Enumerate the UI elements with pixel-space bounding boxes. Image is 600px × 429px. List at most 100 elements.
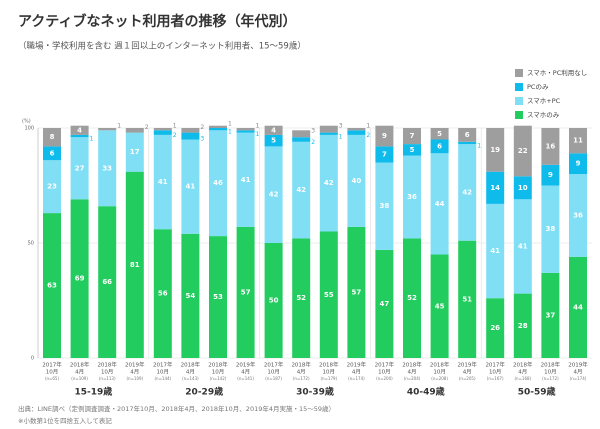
n-label: (n=167)	[487, 376, 504, 381]
bar-segment	[43, 146, 61, 161]
x-tick-label: 2018年	[208, 361, 228, 369]
value-label: 22	[518, 147, 528, 155]
value-label: 54	[186, 292, 196, 300]
bar-segment	[236, 130, 255, 133]
bar-segment	[513, 199, 532, 294]
value-label: 41	[490, 247, 500, 255]
x-tick-label: 2019年	[457, 361, 477, 369]
value-label: 57	[241, 288, 251, 296]
x-tick-label: 10月	[544, 369, 557, 376]
x-tick-label: 4月	[408, 369, 417, 376]
value-label: 1	[117, 123, 121, 130]
value-label: 1	[256, 131, 260, 138]
bar-segment	[43, 213, 61, 358]
bar-segment	[236, 128, 255, 131]
x-tick-label: 2018年	[513, 361, 533, 369]
bar-segment	[98, 128, 117, 131]
value-label: 9	[548, 171, 553, 179]
bar-segment	[43, 160, 61, 214]
bar-segment	[70, 125, 89, 135]
x-tick-label: 2017年	[375, 361, 395, 369]
bar-segment	[403, 238, 421, 358]
x-tick-label: 10月	[378, 369, 391, 376]
bar-segment	[541, 128, 560, 165]
n-label: (n=142)	[210, 376, 227, 381]
value-label: 57	[352, 288, 362, 296]
legend-swatch	[515, 97, 523, 105]
bar-segment	[264, 146, 283, 243]
y-tick-label: 50	[28, 241, 34, 247]
n-label: (n=187)	[265, 376, 282, 381]
value-label: 41	[158, 178, 168, 186]
x-tick-label: 4月	[518, 369, 527, 376]
y-tick-label: 100	[24, 126, 34, 132]
value-label: 5	[271, 137, 276, 145]
bar-segment	[319, 125, 338, 133]
bar-segment	[403, 155, 421, 239]
bar-segment	[403, 128, 421, 145]
x-tick-label: 2017年	[153, 361, 173, 369]
legend-label: スマホ+PC	[527, 97, 561, 105]
value-label: 4	[271, 126, 276, 134]
value-label: 42	[324, 179, 334, 187]
bar-segment	[458, 144, 477, 241]
value-label: 36	[573, 211, 583, 219]
value-label: 56	[158, 290, 168, 298]
legend-swatch	[515, 111, 523, 119]
legend-swatch	[515, 83, 523, 91]
x-tick-label: 10月	[46, 369, 59, 376]
bar-segment	[375, 249, 394, 358]
legend-label: PCのみ	[527, 83, 549, 91]
value-label: 9	[382, 132, 387, 140]
bar-segment	[486, 203, 505, 299]
x-tick-label: 10月	[101, 369, 114, 376]
value-label: 52	[407, 294, 417, 302]
value-label: 23	[47, 183, 57, 191]
bar-segment	[98, 206, 117, 358]
bar-segment	[319, 231, 338, 358]
value-label: 52	[296, 294, 306, 302]
x-tick-label: 2018年	[97, 361, 117, 369]
value-label: 3	[200, 136, 204, 143]
n-label: (n=208)	[431, 376, 448, 381]
bar-segment	[541, 185, 560, 273]
bar-segment	[209, 128, 227, 131]
n-label: (n=143)	[182, 376, 199, 381]
bar-segment	[430, 153, 449, 255]
x-tick-label: 4月	[352, 369, 361, 376]
value-label: 2	[366, 132, 370, 139]
bar-segment	[569, 256, 587, 358]
value-label: 6	[437, 142, 442, 150]
value-label: 3	[339, 123, 343, 130]
n-label: (n=200)	[376, 376, 393, 381]
n-label: (n=141)	[237, 376, 254, 381]
bar-segment	[375, 125, 394, 147]
bar-segment	[430, 139, 449, 154]
n-label: (n=172)	[293, 376, 310, 381]
bar-segment	[486, 171, 505, 204]
bar-segment	[541, 164, 560, 186]
x-tick-label: 4月	[297, 369, 306, 376]
value-label: 8	[50, 133, 55, 141]
value-label: 55	[324, 291, 334, 299]
bar-segment	[347, 226, 366, 358]
subtitle: （職場・学校利用を含む 週１回以上のインターネット利用者、15〜59歳）	[18, 41, 306, 52]
x-tick-label: 4月	[186, 369, 195, 376]
group-label: 15-19歳	[75, 386, 113, 398]
value-label: 40	[352, 177, 362, 185]
bar-segment	[70, 199, 89, 358]
bar-segment	[125, 128, 144, 133]
bar-segment	[403, 144, 421, 156]
group-label: 20-29歳	[185, 386, 223, 398]
bar-segment	[264, 134, 283, 147]
x-tick-label: 4月	[241, 369, 250, 376]
bar-segment	[70, 137, 89, 200]
value-label: 47	[380, 300, 390, 308]
bar-segment	[181, 233, 200, 358]
x-tick-label: 2018年	[319, 361, 339, 369]
x-tick-label: 2018年	[430, 361, 450, 369]
bar-segment	[264, 125, 283, 135]
bar-segment	[70, 134, 89, 138]
bar-segment	[513, 293, 532, 358]
bar-segment	[458, 128, 477, 142]
